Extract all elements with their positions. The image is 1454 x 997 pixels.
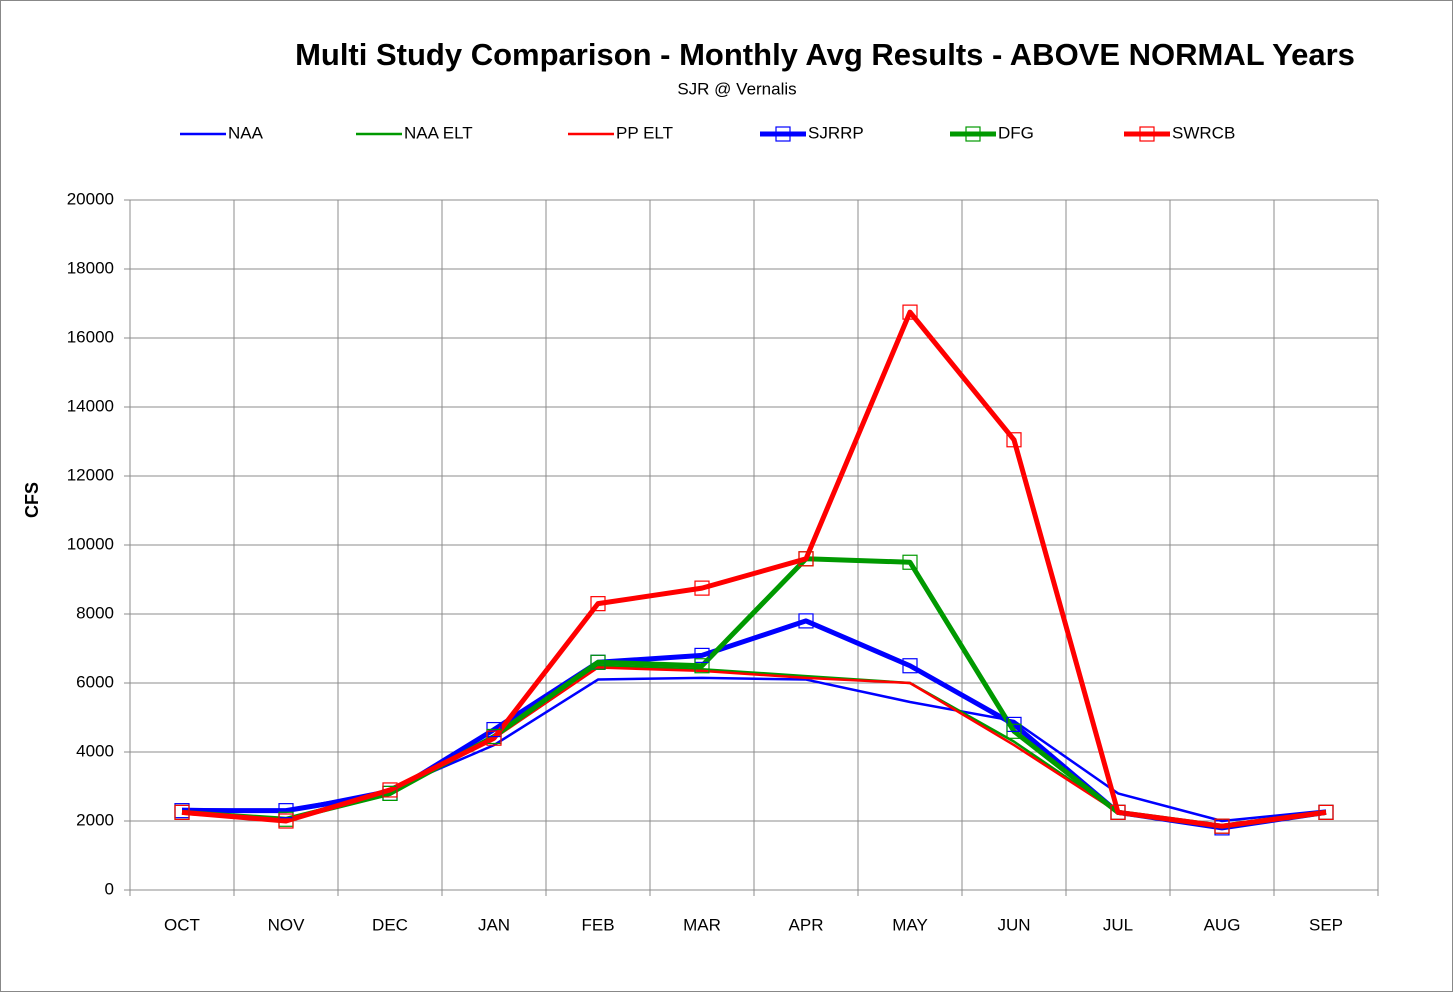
x-tick-label: MAY: [892, 915, 928, 934]
legend-label: SWRCB: [1172, 123, 1235, 142]
y-tick-label: 16000: [67, 327, 114, 346]
x-tick-label: JUL: [1103, 915, 1133, 934]
data-marker: [278, 803, 294, 819]
data-marker: [1110, 804, 1126, 820]
data-marker: [1318, 804, 1334, 820]
data-marker: [694, 658, 710, 674]
y-tick-label: 2000: [76, 810, 114, 829]
x-tick-label: FEB: [581, 915, 614, 934]
data-marker: [278, 813, 294, 829]
legend-label: DFG: [998, 123, 1034, 142]
data-marker: [1214, 818, 1230, 834]
data-marker: [1006, 432, 1022, 448]
y-tick-label: 20000: [67, 189, 114, 208]
data-marker: [590, 654, 606, 670]
y-tick-label: 4000: [76, 741, 114, 760]
legend-label: SJRRP: [808, 123, 864, 142]
data-marker: [486, 730, 502, 746]
data-marker: [694, 647, 710, 664]
x-tick-label: OCT: [164, 915, 200, 934]
x-tick-label: JAN: [478, 915, 510, 934]
y-tick-label: 0: [105, 879, 114, 898]
y-tick-label: 10000: [67, 534, 114, 553]
chart-title: Multi Study Comparison - Monthly Avg Res…: [295, 37, 1355, 72]
y-tick-label: 12000: [67, 465, 114, 484]
y-tick-label: 14000: [67, 396, 114, 415]
data-marker: [382, 782, 398, 798]
data-marker: [798, 551, 814, 567]
data-marker: [902, 658, 918, 674]
x-tick-label: APR: [789, 915, 824, 934]
legend-label: PP ELT: [616, 123, 673, 142]
series-line: [181, 309, 1327, 829]
y-tick-label: 6000: [76, 672, 114, 691]
data-marker: [902, 554, 918, 570]
legend-label: NAA ELT: [404, 123, 473, 142]
data-marker: [694, 580, 710, 596]
data-marker: [1006, 723, 1022, 739]
x-tick-label: SEP: [1309, 915, 1343, 934]
legend-marker: [965, 126, 981, 142]
y-axis-label: CFS: [22, 482, 42, 518]
y-tick-label: 18000: [67, 258, 114, 277]
data-marker: [590, 596, 606, 612]
data-marker: [798, 613, 814, 629]
x-tick-label: NOV: [268, 915, 306, 934]
data-marker: [902, 304, 918, 320]
x-tick-label: JUN: [997, 915, 1030, 934]
legend-label: NAA: [228, 123, 264, 142]
x-tick-label: AUG: [1204, 915, 1241, 934]
y-tick-label: 8000: [76, 603, 114, 622]
legend-marker: [1139, 126, 1155, 142]
x-tick-label: MAR: [683, 915, 721, 934]
data-marker: [174, 804, 190, 820]
legend-marker: [775, 126, 791, 142]
x-tick-label: DEC: [372, 915, 408, 934]
chart-subtitle: SJR @ Vernalis: [677, 79, 796, 98]
